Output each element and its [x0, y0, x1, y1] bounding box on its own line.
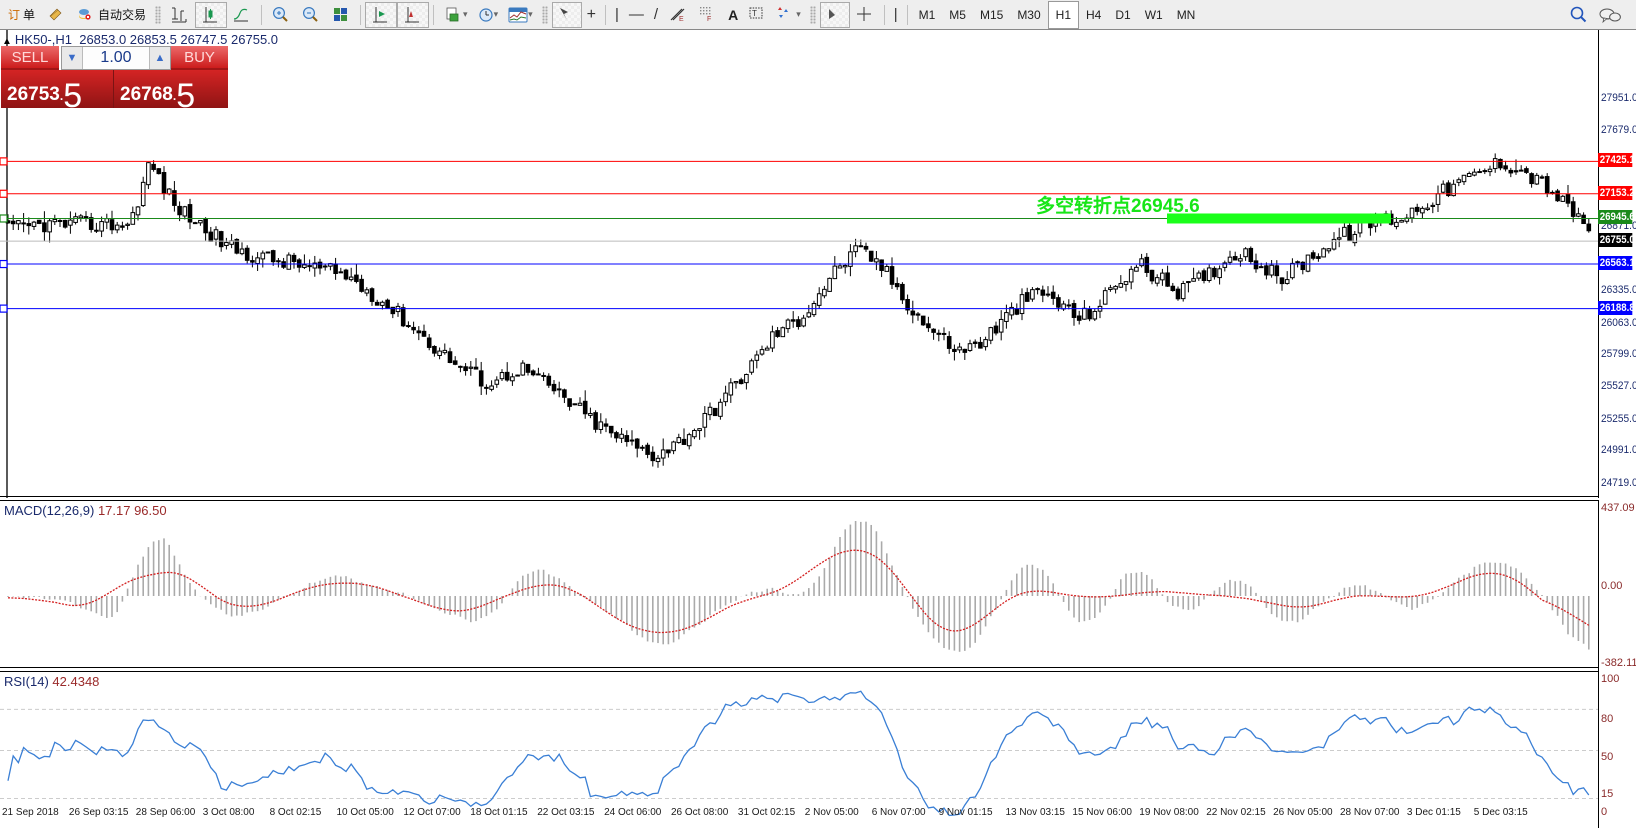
svg-text:F: F	[707, 16, 711, 23]
svg-text:E: E	[679, 16, 684, 23]
svg-text:多空转折点26945.6: 多空转折点26945.6	[1036, 194, 1200, 217]
svg-text:T: T	[752, 9, 757, 18]
